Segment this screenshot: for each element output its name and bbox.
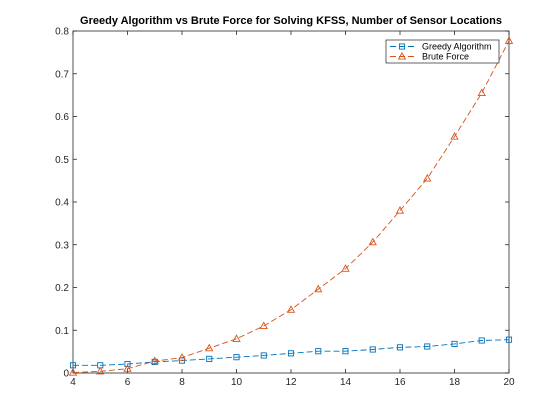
data-point <box>69 362 77 369</box>
y-tick-label: 0 <box>63 369 69 380</box>
data-point <box>450 132 459 140</box>
legend-box <box>385 39 500 64</box>
legend-marker <box>397 51 407 60</box>
y-tick-label: 0.6 <box>55 112 69 123</box>
y-tick-label: 0.7 <box>55 69 69 80</box>
series-brute-force <box>68 36 514 376</box>
data-point <box>68 368 78 376</box>
x-tick-label: 14 <box>340 377 352 388</box>
data-point <box>505 336 513 343</box>
legend-label: Brute Force <box>422 52 469 62</box>
data-point <box>504 36 514 44</box>
y-tick-label: 0.4 <box>55 198 69 209</box>
y-tick-label: 0.8 <box>55 27 69 38</box>
x-tick-label: 8 <box>179 377 185 388</box>
data-point <box>123 364 132 372</box>
legend-entry: Greedy Algorithm <box>390 42 492 52</box>
data-point <box>96 366 105 375</box>
data-point <box>477 88 486 97</box>
data-point <box>368 237 377 246</box>
x-tick-label: 6 <box>125 377 131 388</box>
data-point <box>314 284 323 293</box>
data-point <box>233 354 240 361</box>
data-point <box>451 340 458 347</box>
data-point <box>424 343 431 350</box>
data-point <box>206 355 213 362</box>
y-tick-label: 0.3 <box>55 240 69 251</box>
series-line <box>73 339 510 366</box>
data-point <box>124 360 131 368</box>
data-point <box>177 353 187 361</box>
data-point <box>369 346 376 353</box>
data-point <box>205 343 214 352</box>
data-point <box>232 334 241 342</box>
data-point <box>341 264 350 272</box>
data-point <box>287 350 295 357</box>
legend-marker <box>398 43 406 50</box>
data-point <box>150 356 159 365</box>
plot-area <box>73 31 509 373</box>
data-point <box>396 344 404 351</box>
data-point <box>260 352 267 359</box>
series-line <box>72 40 510 374</box>
legend-entry: Brute Force <box>390 52 469 62</box>
data-point <box>259 321 268 330</box>
data-point <box>342 348 349 355</box>
x-tick-label: 20 <box>503 377 515 388</box>
data-point <box>478 337 485 344</box>
x-tick-label: 4 <box>70 377 76 388</box>
data-point <box>315 348 322 355</box>
data-point <box>286 305 296 313</box>
x-tick-label: 10 <box>231 377 243 388</box>
data-point <box>395 206 405 214</box>
data-point <box>423 173 432 182</box>
y-tick-label: 0.5 <box>55 155 69 166</box>
series-layer <box>68 36 514 376</box>
x-tick-label: 18 <box>449 377 461 388</box>
x-tick-label: 16 <box>394 377 406 388</box>
y-tick-label: 0.1 <box>55 326 69 337</box>
legend-label: Greedy Algorithm <box>422 42 492 52</box>
x-tick-label: 12 <box>285 377 297 388</box>
chart-title: Greedy Algorithm vs Brute Force for Solv… <box>80 15 502 27</box>
y-tick-label: 0.2 <box>55 283 69 294</box>
